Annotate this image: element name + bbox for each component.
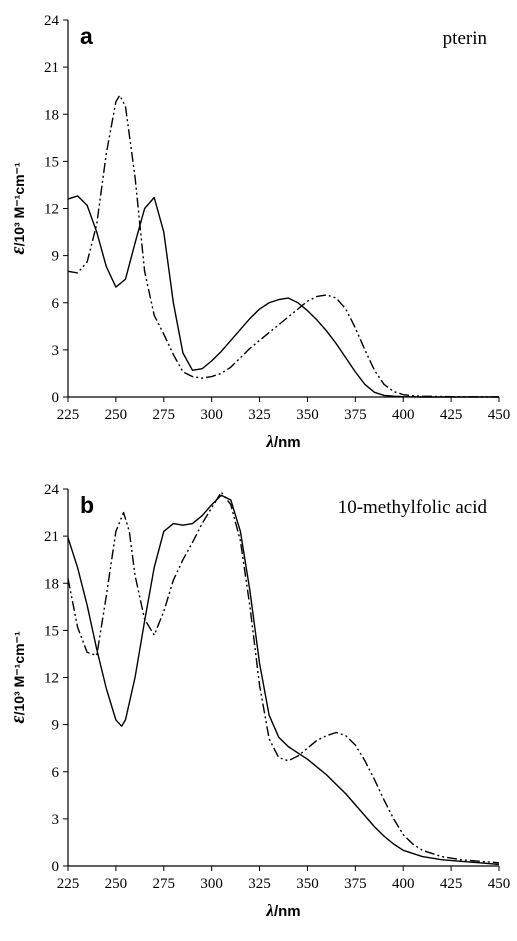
x-tick-label: 250 — [105, 876, 128, 892]
panel-label: a — [80, 23, 93, 49]
x-tick-label: 375 — [344, 876, 367, 892]
x-tick-label: 425 — [440, 407, 463, 423]
x-tick-label: 275 — [153, 876, 176, 892]
series-line-solid — [67, 494, 500, 866]
y-tick-label: 12 — [44, 202, 59, 218]
series-line-solid — [67, 195, 499, 398]
chart-panel-b: 0 3 6 9 12 15 18 21 24 225 250 275 300 325 350 375 400 42… — [7, 482, 510, 920]
series-line-dash-dot-dot — [67, 94, 500, 398]
y-tick-label: 9 — [52, 718, 60, 734]
y-tick-label: 15 — [44, 623, 59, 639]
x-tick-label: 450 — [488, 407, 511, 423]
y-tick-label: 24 — [44, 482, 60, 498]
y-tick-label: 6 — [52, 765, 60, 781]
x-tick-label: 300 — [200, 407, 223, 423]
x-axis-title-symbol: λ — [265, 901, 274, 920]
x-tick-label: 225 — [57, 407, 80, 423]
y-tick-label: 12 — [44, 671, 59, 687]
x-axis-title-unit: /nm — [274, 434, 301, 451]
y-tick-label: 15 — [44, 154, 59, 170]
y-axis-title-symbol: ε — [7, 715, 29, 724]
x-tick-label: 350 — [296, 876, 319, 892]
y-axis-title-symbol: ε — [7, 246, 29, 255]
y-tick-label: 3 — [52, 812, 60, 828]
y-tick-label: 0 — [52, 390, 60, 406]
panel-label: b — [80, 492, 94, 518]
y-axis-title: ε/10³ M⁻¹cm⁻¹ — [7, 631, 29, 724]
x-tick-label: 325 — [248, 876, 271, 892]
y-axis-title: ε/10³ M⁻¹cm⁻¹ — [7, 162, 29, 255]
x-axis-title-symbol: λ — [265, 432, 274, 451]
x-tick-label: 375 — [344, 407, 367, 423]
x-tick-label: 300 — [200, 876, 223, 892]
x-axis-title-unit: /nm — [274, 903, 301, 920]
panel-annotation: pterin — [443, 28, 488, 49]
x-tick-label: 425 — [440, 876, 463, 892]
x-tick-label: 350 — [296, 407, 319, 423]
x-tick-label: 275 — [153, 407, 176, 423]
x-tick-label: 250 — [105, 407, 128, 423]
y-axis-title-unit: /10³ M⁻¹cm⁻¹ — [11, 631, 27, 715]
x-axis-title: λ/nm — [265, 901, 300, 920]
y-tick-label: 21 — [44, 529, 59, 545]
panel-annotation: 10-methylfolic acid — [338, 497, 488, 518]
y-tick-label: 24 — [44, 13, 60, 29]
series-line-dash-dot-dot — [67, 491, 500, 864]
y-tick-label: 21 — [44, 60, 59, 76]
y-tick-label: 6 — [52, 296, 60, 312]
x-tick-label: 400 — [392, 407, 415, 423]
y-tick-label: 18 — [44, 107, 59, 123]
y-tick-label: 18 — [44, 576, 59, 592]
x-axis-title: λ/nm — [265, 432, 300, 451]
y-tick-label: 0 — [52, 859, 60, 875]
x-tick-label: 450 — [488, 876, 511, 892]
y-tick-label: 9 — [52, 249, 60, 265]
y-tick-label: 3 — [52, 343, 60, 359]
x-tick-label: 400 — [392, 876, 415, 892]
x-tick-label: 225 — [57, 876, 80, 892]
x-tick-label: 325 — [248, 407, 271, 423]
y-axis-title-unit: /10³ M⁻¹cm⁻¹ — [11, 162, 27, 246]
chart-panel-a: 0 3 6 9 12 15 18 21 24 225 250 275 300 325 350 375 400 42… — [7, 13, 510, 451]
